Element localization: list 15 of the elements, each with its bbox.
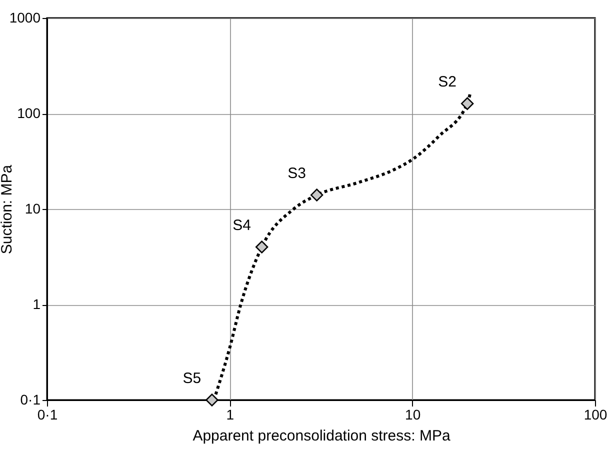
x-tick-label: 100 — [584, 406, 608, 422]
x-tick-label: 10 — [405, 406, 421, 422]
annotation: S4 — [232, 217, 252, 234]
y-tick-label: 0·1 — [20, 392, 41, 408]
annotation: S3 — [288, 165, 306, 182]
x-tick-label: 1 — [226, 406, 234, 422]
x-tick-label: 0·1 — [37, 406, 58, 422]
annotation: S5 — [182, 370, 202, 387]
annotation: S2 — [438, 74, 456, 91]
y-axis-title: Suction: MPa — [0, 164, 16, 254]
y-tick-label: 1000 — [9, 10, 41, 26]
y-tick-label: 100 — [17, 105, 41, 121]
x-axis-title: Apparent preconsolidation stress: MPa — [192, 428, 451, 444]
y-tick-label: 10 — [24, 200, 41, 216]
y-tick-label: 1 — [32, 296, 41, 312]
